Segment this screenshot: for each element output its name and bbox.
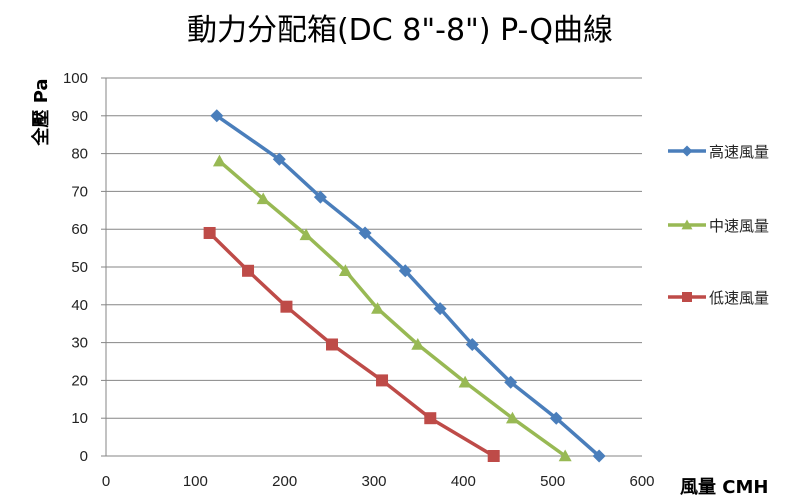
square-marker xyxy=(376,374,389,387)
diamond-marker xyxy=(272,152,286,166)
triangle-marker xyxy=(558,449,572,462)
diamond-marker xyxy=(592,449,606,463)
square-marker xyxy=(487,450,500,462)
triangle-marker xyxy=(411,337,425,350)
triangle-marker xyxy=(256,192,270,205)
y-tick-label: 10 xyxy=(71,410,88,427)
square-marker xyxy=(424,412,437,425)
x-axis-label: 風量 CMH xyxy=(680,476,768,498)
x-tick-label: 600 xyxy=(629,473,654,490)
plot-series xyxy=(203,109,606,463)
y-tick-label: 0 xyxy=(80,448,88,465)
y-tick-label: 60 xyxy=(71,221,88,238)
y-tick-label: 90 xyxy=(71,108,88,125)
square-marker xyxy=(203,226,216,239)
triangle-marker xyxy=(338,264,352,276)
diamond-marker xyxy=(398,264,412,278)
x-tick-label: 100 xyxy=(183,473,208,490)
x-axis-ticks: 0 100 200 300 400 500 600 xyxy=(102,473,655,490)
y-axis-ticks: 0 10 20 30 40 50 60 70 80 90 100 xyxy=(63,70,88,465)
y-tick-label: 20 xyxy=(71,372,88,389)
series-2 xyxy=(203,226,500,462)
triangle-marker xyxy=(458,375,472,388)
y-tick-label: 40 xyxy=(71,297,88,314)
diamond-marker xyxy=(210,109,224,123)
y-tick-label: 50 xyxy=(71,259,88,276)
y-tick-label: 70 xyxy=(71,183,88,200)
x-tick-label: 300 xyxy=(361,473,386,490)
legend-label: 低速風量 xyxy=(709,289,769,307)
legend-label: 中速風量 xyxy=(709,217,769,235)
x-tick-label: 200 xyxy=(272,473,297,490)
triangle-marker xyxy=(212,154,226,167)
square-marker xyxy=(682,292,692,302)
diamond-marker xyxy=(433,302,447,316)
diamond-marker xyxy=(504,375,518,389)
series-1 xyxy=(212,154,572,462)
x-tick-label: 0 xyxy=(102,473,110,490)
series-line xyxy=(218,159,567,458)
legend-label: 高速風量 xyxy=(709,143,769,161)
diamond-marker xyxy=(465,337,479,351)
series-line xyxy=(215,114,601,458)
diamond-marker xyxy=(549,411,563,425)
triangle-marker xyxy=(371,302,385,314)
legend-item-1: 中速風量 xyxy=(668,217,769,235)
x-tick-label: 400 xyxy=(451,473,476,490)
square-marker xyxy=(280,300,293,313)
triangle-marker xyxy=(299,228,313,241)
y-axis-label: 全壓 Pa xyxy=(30,78,52,146)
triangle-marker xyxy=(681,219,693,230)
legend-item-2: 低速風量 xyxy=(668,289,769,307)
gridlines xyxy=(106,77,642,419)
y-tick-label: 80 xyxy=(71,146,88,163)
axes xyxy=(101,77,642,457)
square-marker xyxy=(242,264,255,277)
diamond-marker xyxy=(313,190,327,204)
y-tick-label: 100 xyxy=(63,70,88,87)
x-tick-label: 500 xyxy=(540,473,565,490)
legend-item-0: 高速風量 xyxy=(668,143,769,161)
series-0 xyxy=(210,109,606,463)
square-marker xyxy=(326,338,339,351)
chart-title: 動力分配箱(DC 8"-8") P-Q曲線 xyxy=(187,13,613,48)
y-tick-label: 30 xyxy=(71,335,88,352)
diamond-marker xyxy=(358,226,372,240)
triangle-marker xyxy=(505,411,519,424)
diamond-marker xyxy=(681,145,693,157)
